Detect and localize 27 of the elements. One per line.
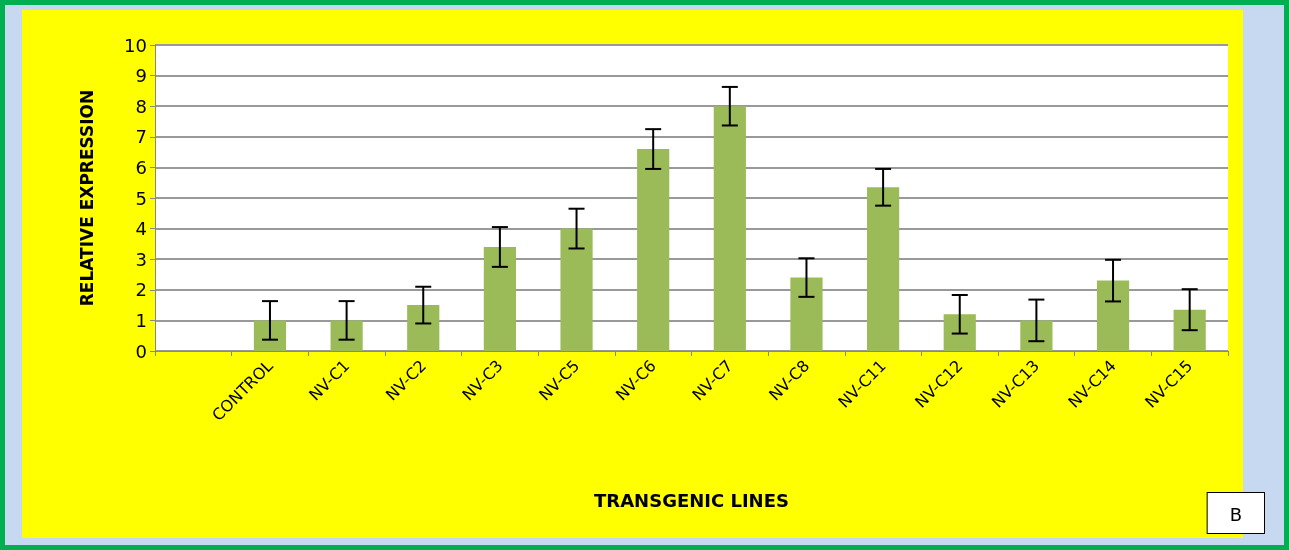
y-tick-label: 7 — [135, 126, 147, 148]
y-axis-title: RELATIVE EXPRESSION — [76, 89, 97, 307]
bar — [1096, 280, 1130, 351]
bar — [253, 320, 287, 351]
y-tick-label: 5 — [135, 187, 147, 209]
bar — [330, 320, 363, 351]
bar — [1020, 320, 1053, 351]
y-tick-label: 4 — [135, 218, 147, 240]
y-tick-label: 10 — [124, 34, 147, 56]
y-tick-label: 3 — [135, 248, 147, 270]
y-tick-label: 1 — [135, 309, 147, 331]
bar — [637, 149, 670, 351]
bar — [483, 246, 516, 351]
y-tick-label: 0 — [135, 340, 147, 362]
y-tick-label: 9 — [135, 65, 147, 87]
bar — [790, 277, 823, 351]
bar — [1173, 309, 1206, 351]
x-axis-title: TRANSGENIC LINES — [594, 489, 789, 511]
bar — [713, 106, 746, 351]
y-tick-label: 8 — [135, 95, 147, 117]
y-tick-label: 6 — [135, 156, 147, 178]
bar — [560, 228, 593, 351]
bar — [407, 305, 440, 351]
text: B — [1229, 503, 1243, 525]
bar — [867, 187, 900, 351]
bar — [943, 314, 976, 351]
y-tick-label: 2 — [135, 279, 147, 301]
